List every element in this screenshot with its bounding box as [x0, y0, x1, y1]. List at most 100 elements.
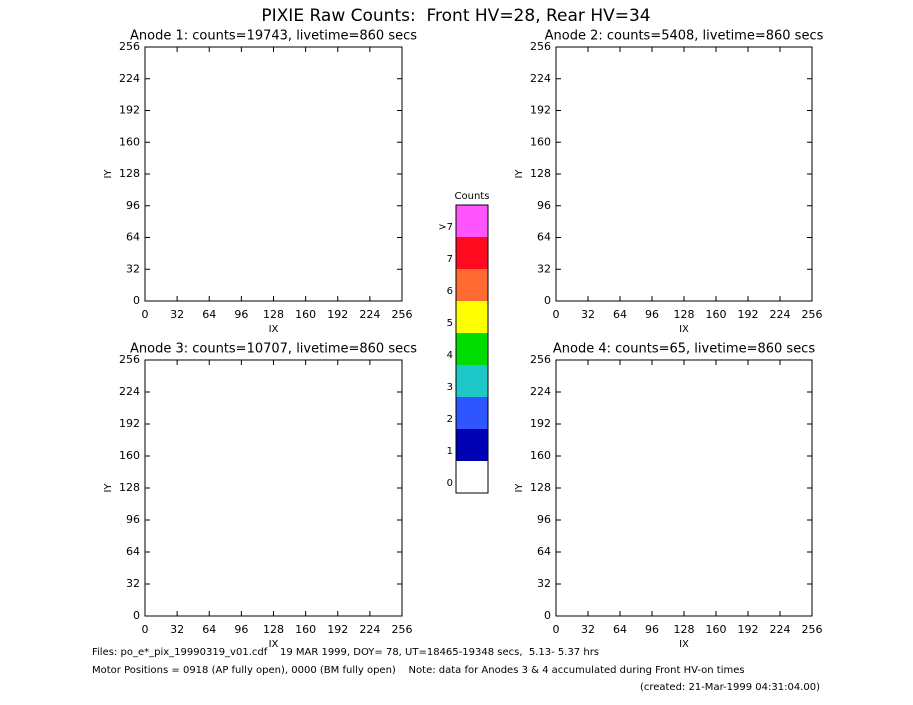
y-tick-label: 224	[530, 72, 551, 85]
y-tick-label: 0	[133, 609, 140, 622]
x-tick-label: 96	[234, 308, 248, 321]
colorbar-label: 0	[447, 478, 453, 489]
x-tick-label: 256	[392, 308, 413, 321]
y-tick-label: 96	[126, 199, 140, 212]
x-tick-label: 32	[170, 308, 184, 321]
y-tick-label: 224	[119, 385, 140, 398]
colorbar-swatch	[456, 429, 488, 461]
x-tick-label: 96	[645, 623, 659, 636]
x-tick-label: 256	[392, 623, 413, 636]
colorbar-label: 1	[447, 446, 453, 457]
panel-title: Anode 1: counts=19743, livetime=860 secs	[130, 29, 417, 44]
colorbar-swatch	[456, 237, 488, 269]
y-axis-label: IY	[514, 169, 525, 179]
colorbar-swatch	[456, 365, 488, 397]
plot-area	[144, 359, 403, 617]
y-tick-label: 64	[126, 231, 140, 244]
y-tick-label: 192	[119, 104, 140, 117]
x-tick-label: 160	[295, 308, 316, 321]
x-tick-label: 128	[674, 308, 695, 321]
chart-title: PIXIE Raw Counts: Front HV=28, Rear HV=3…	[261, 6, 650, 26]
colorbar-label: 6	[447, 286, 453, 297]
y-tick-label: 256	[119, 353, 140, 366]
x-axis-label: IX	[679, 639, 689, 650]
y-tick-label: 64	[537, 231, 551, 244]
y-tick-label: 192	[530, 104, 551, 117]
x-tick-label: 192	[738, 623, 759, 636]
y-tick-label: 128	[119, 481, 140, 494]
x-tick-label: 64	[202, 308, 216, 321]
y-tick-label: 192	[530, 417, 551, 430]
colorbar-label: 7	[447, 254, 453, 265]
x-tick-label: 224	[770, 308, 791, 321]
y-tick-label: 160	[530, 135, 551, 148]
y-tick-label: 32	[537, 262, 551, 275]
x-tick-label: 160	[295, 623, 316, 636]
y-tick-label: 96	[537, 513, 551, 526]
colorbar-label: >7	[438, 222, 453, 233]
y-tick-label: 160	[119, 449, 140, 462]
colorbar-swatch	[456, 461, 488, 493]
colorbar-swatch	[456, 301, 488, 333]
y-tick-label: 224	[119, 72, 140, 85]
x-tick-label: 256	[802, 623, 823, 636]
x-tick-label: 224	[770, 623, 791, 636]
footer-files: Files: po_e*_pix_19990319_v01.cdf 19 MAR…	[92, 647, 599, 658]
colorbar-swatch	[456, 333, 488, 365]
y-tick-label: 32	[126, 577, 140, 590]
x-tick-label: 0	[553, 308, 560, 321]
x-tick-label: 96	[645, 308, 659, 321]
footer-motor: Motor Positions = 0918 (AP fully open), …	[92, 665, 745, 676]
x-axis-label: IX	[269, 639, 279, 650]
y-tick-label: 256	[530, 353, 551, 366]
panel-title: Anode 4: counts=65, livetime=860 secs	[553, 342, 815, 357]
x-tick-label: 160	[706, 623, 727, 636]
x-tick-label: 32	[170, 623, 184, 636]
y-tick-label: 256	[119, 40, 140, 53]
colorbar-label: 3	[447, 382, 453, 393]
x-tick-label: 160	[706, 308, 727, 321]
x-tick-label: 32	[581, 623, 595, 636]
footer-created: (created: 21-Mar-1999 04:31:04.00)	[640, 682, 820, 693]
x-tick-label: 32	[581, 308, 595, 321]
x-tick-label: 128	[263, 308, 284, 321]
plot-area	[144, 46, 403, 302]
colorbar-swatch	[456, 205, 488, 237]
x-tick-label: 256	[802, 308, 823, 321]
x-tick-label: 64	[613, 623, 627, 636]
x-tick-label: 0	[142, 308, 149, 321]
y-axis-label: IY	[103, 483, 114, 493]
x-tick-label: 64	[613, 308, 627, 321]
y-tick-label: 64	[537, 545, 551, 558]
colorbar-swatch	[456, 269, 488, 301]
x-tick-label: 224	[359, 308, 380, 321]
y-tick-label: 0	[544, 609, 551, 622]
y-tick-label: 256	[530, 40, 551, 53]
y-tick-label: 64	[126, 545, 140, 558]
colorbar-label: 2	[447, 414, 453, 425]
x-tick-label: 128	[674, 623, 695, 636]
plot-area	[555, 46, 813, 302]
y-tick-label: 160	[119, 135, 140, 148]
x-tick-label: 64	[202, 623, 216, 636]
x-axis-label: IX	[269, 324, 279, 335]
x-tick-label: 0	[142, 623, 149, 636]
y-tick-label: 192	[119, 417, 140, 430]
colorbar-frame	[455, 204, 489, 494]
y-tick-label: 128	[119, 167, 140, 180]
y-tick-label: 160	[530, 449, 551, 462]
y-tick-label: 0	[133, 294, 140, 307]
y-tick-label: 32	[126, 262, 140, 275]
x-tick-label: 192	[327, 623, 348, 636]
x-tick-label: 192	[738, 308, 759, 321]
y-tick-label: 32	[537, 577, 551, 590]
plot-area	[555, 359, 813, 617]
y-tick-label: 224	[530, 385, 551, 398]
x-tick-label: 128	[263, 623, 284, 636]
panel-title: Anode 2: counts=5408, livetime=860 secs	[545, 29, 824, 44]
y-tick-label: 0	[544, 294, 551, 307]
colorbar-swatch	[456, 397, 488, 429]
colorbar-title: Counts	[455, 191, 490, 202]
x-tick-label: 192	[327, 308, 348, 321]
